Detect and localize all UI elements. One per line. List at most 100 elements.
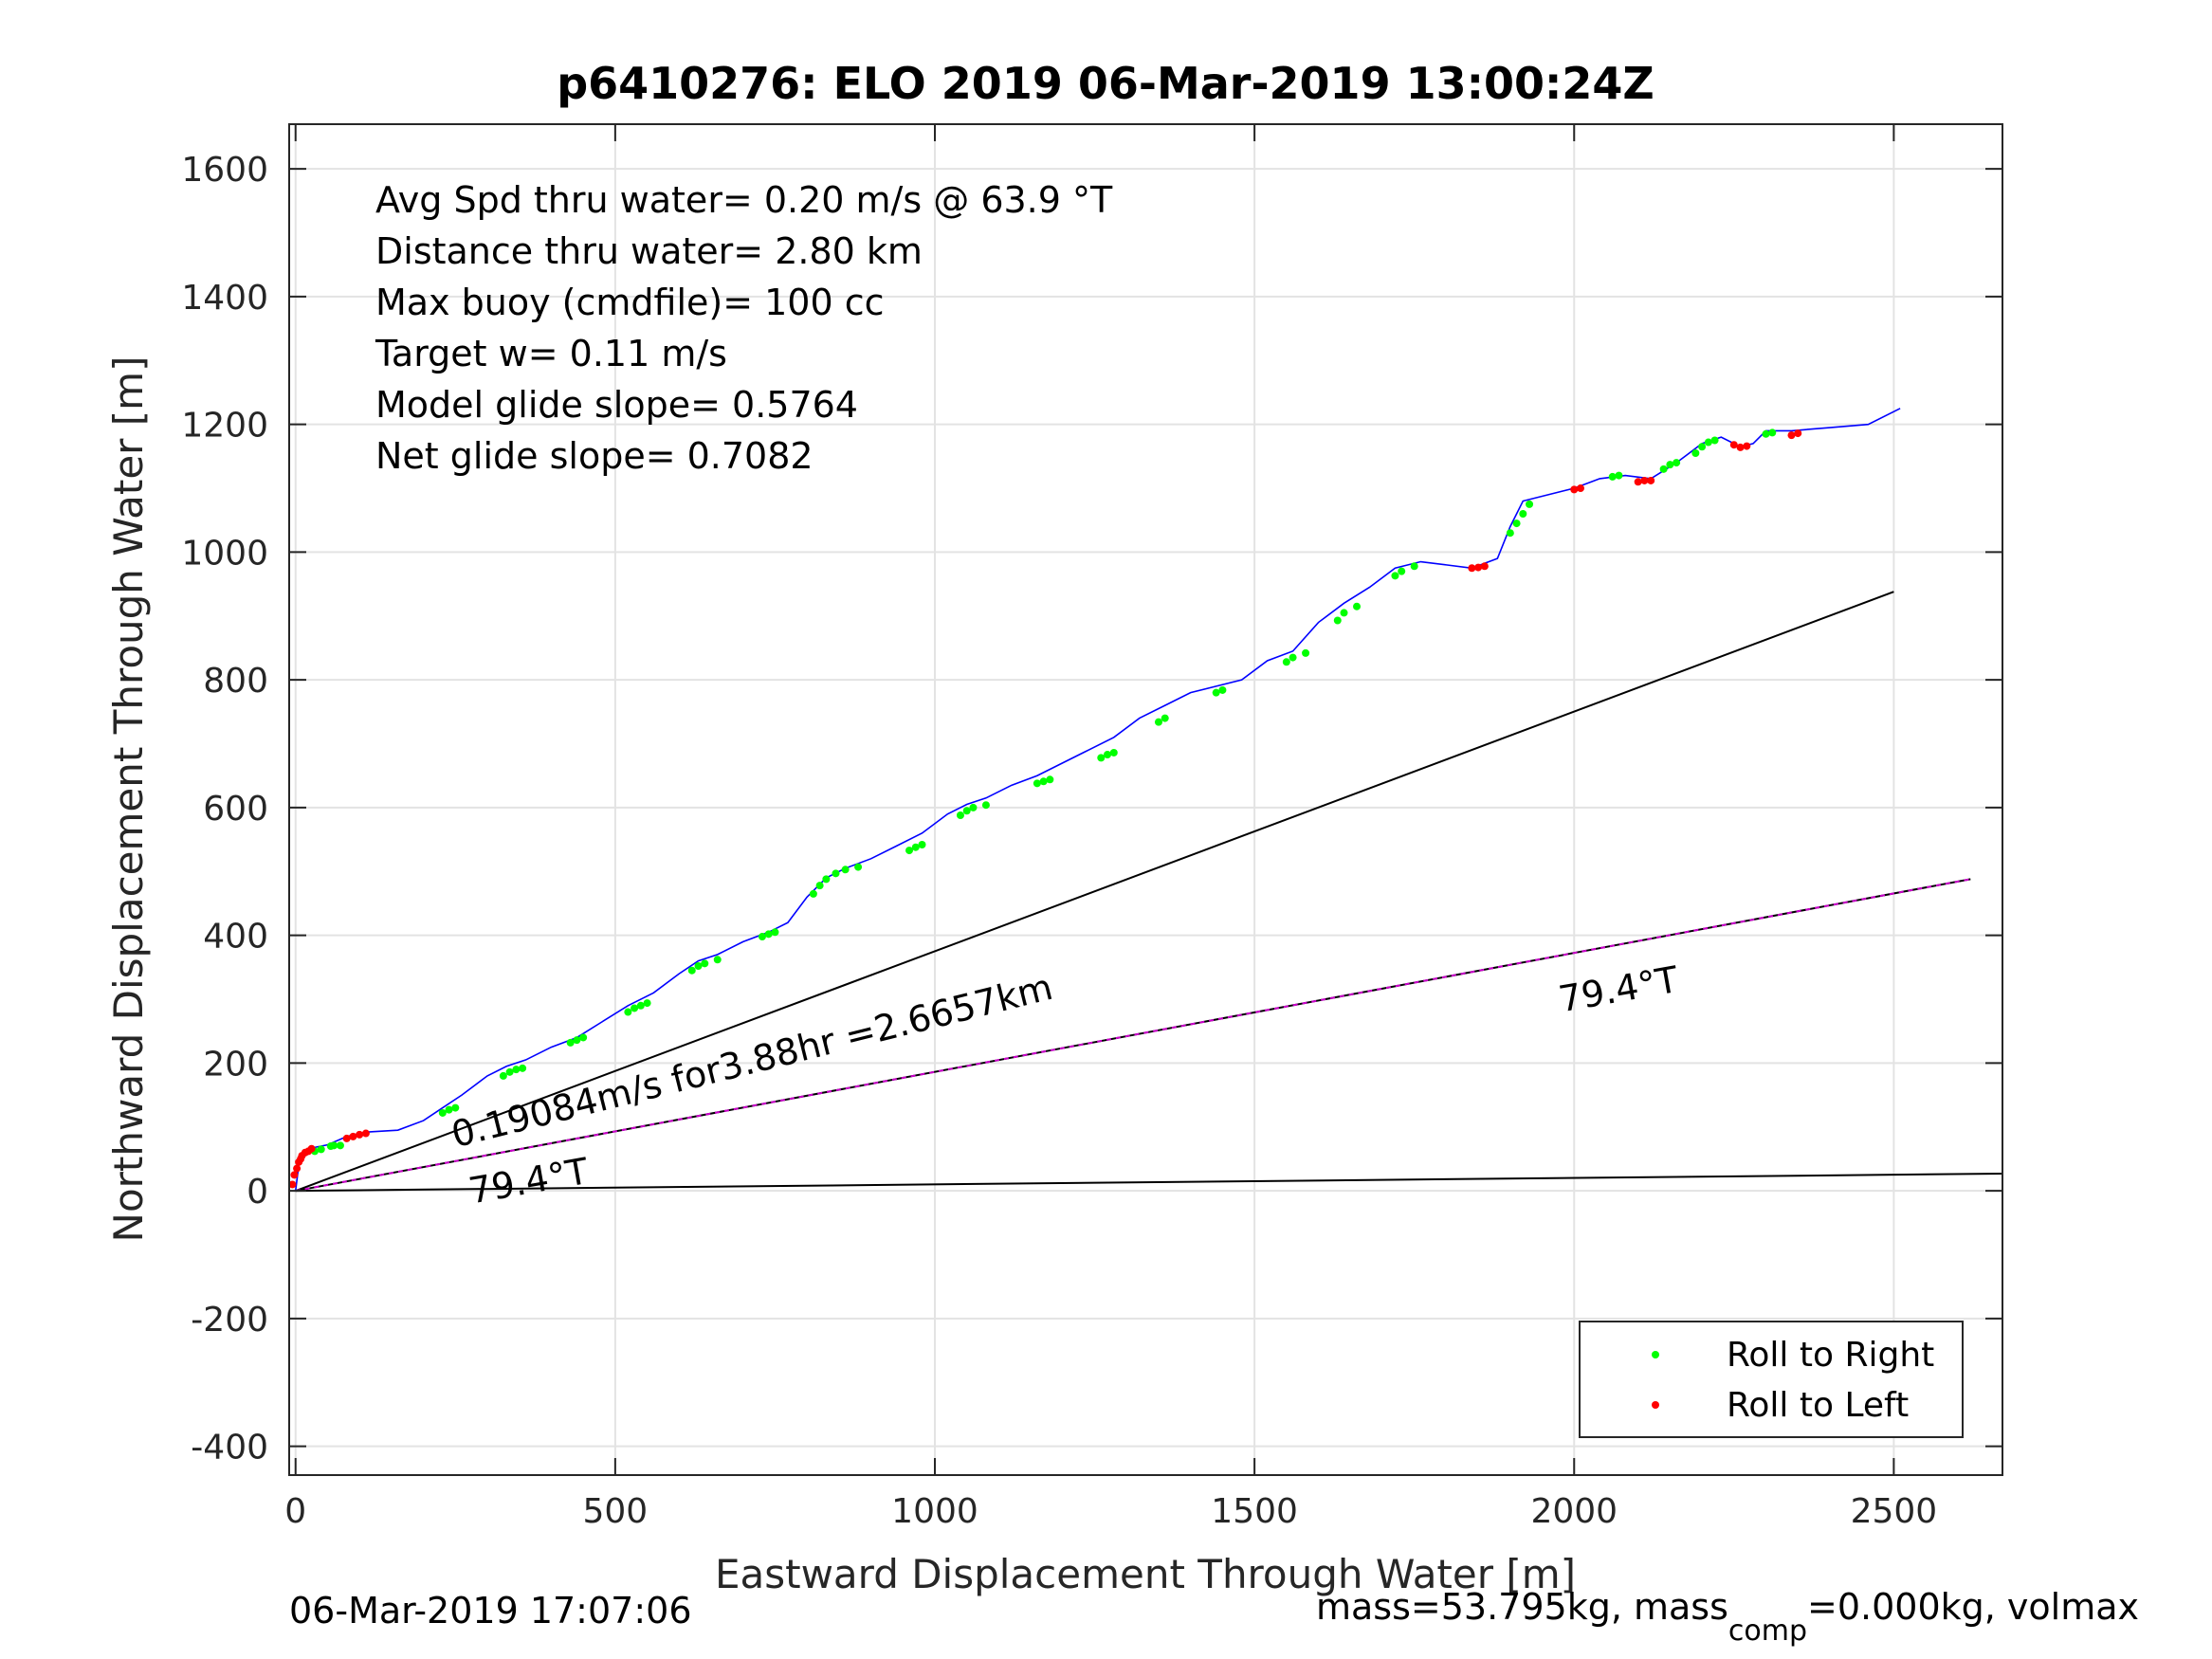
roll-right-point: [1519, 509, 1527, 518]
roll-right-point: [451, 1103, 460, 1112]
roll-right-point: [962, 807, 971, 815]
footer-mass-prefix: mass=53.795kg, mass: [1316, 1586, 1728, 1628]
roll-left-point: [1576, 484, 1584, 493]
info-line: Model glide slope= 0.5764: [375, 384, 858, 426]
roll-right-point: [1698, 443, 1707, 451]
roll-right-point: [512, 1066, 521, 1074]
roll-left-point: [1640, 476, 1649, 484]
roll-right-point: [1512, 520, 1521, 528]
roll-right-point: [1673, 459, 1681, 467]
roll-left-point: [356, 1130, 364, 1139]
roll-right-point: [438, 1108, 447, 1117]
plot-frame: [288, 123, 2003, 1476]
roll-right-point: [701, 959, 709, 968]
roll-right-point: [631, 1004, 639, 1012]
roll-left-point: [1794, 429, 1802, 438]
roll-right-point: [809, 889, 817, 898]
axis-ticks: 0 500 1000 1500 2000 2500 -400 -200 0 200 400 600 80…: [181, 124, 2002, 1531]
x-tick-label: 500: [583, 1492, 649, 1531]
roll-right-point: [822, 875, 831, 884]
roll-right-point: [1302, 648, 1310, 657]
reference-line-2: [295, 878, 1971, 1193]
roll-right-point: [1762, 429, 1770, 438]
roll-right-point: [643, 999, 651, 1008]
x-tick-label: 2500: [1851, 1492, 1938, 1531]
roll-right-point: [1615, 471, 1623, 480]
roll-right-point: [969, 803, 978, 811]
reference-lines: [295, 591, 2003, 1193]
roll-right-point: [624, 1008, 632, 1016]
roll-right-point: [1391, 572, 1399, 580]
roll-right-point: [1033, 779, 1041, 788]
y-tick-label: 1400: [181, 279, 268, 318]
roll-right-point: [1104, 751, 1112, 758]
roll-right-point: [579, 1033, 588, 1042]
roll-right-point: [1768, 428, 1777, 437]
roll-left-point: [1787, 431, 1796, 440]
roll-right-point: [981, 801, 990, 810]
roll-right-point: [636, 1001, 645, 1010]
x-tick-label: 1500: [1211, 1492, 1298, 1531]
roll-right-point: [1710, 436, 1719, 445]
roll-right-point: [1161, 714, 1169, 722]
roll-right-point: [317, 1145, 325, 1154]
roll-right-point: [505, 1067, 514, 1076]
roll-right-point: [1398, 567, 1406, 575]
y-tick-label: 600: [203, 790, 268, 829]
roll-right-point: [1340, 609, 1348, 617]
roll-right-point: [445, 1105, 453, 1114]
roll-right-point: [1666, 461, 1674, 469]
roll-right-point: [499, 1071, 507, 1080]
x-tick-label: 2000: [1530, 1492, 1618, 1531]
roll-left-point: [1743, 442, 1751, 450]
footer-mass: mass=53.795kg, masscomp=0.000kg, volmax: [1316, 1586, 2139, 1648]
roll-right-point: [573, 1036, 581, 1045]
roll-right-point: [1097, 754, 1106, 762]
footer-mass-sub: comp: [1728, 1614, 1807, 1648]
info-text: Avg Spd thru water= 0.20 m/s @ 63.9 °T Di…: [375, 179, 1113, 477]
roll-right-point: [694, 962, 703, 971]
roll-right-point: [1212, 688, 1220, 697]
roll-right-point: [687, 966, 696, 975]
roll-right-point: [841, 866, 850, 874]
roll-right-point: [1289, 653, 1297, 662]
roll-right-point: [1506, 529, 1514, 538]
roll-right-point: [854, 863, 863, 871]
roll-left-point: [1729, 441, 1738, 449]
roll-left-point: [1570, 485, 1579, 494]
footer-timestamp: 06-Mar-2019 17:07:06: [289, 1590, 692, 1632]
y-axis-label: Northward Displacement Through Water [m]: [105, 356, 152, 1243]
legend-marker-roll-left: [1652, 1401, 1659, 1409]
info-line: Net glide slope= 0.7082: [375, 435, 814, 477]
roll-right-point: [1154, 718, 1162, 726]
roll-right-point: [764, 930, 773, 939]
roll-right-point: [911, 843, 920, 851]
y-tick-label: -200: [191, 1301, 268, 1340]
roll-left-point: [307, 1144, 316, 1153]
roll-left-point: [342, 1134, 351, 1142]
roll-right-point: [1704, 438, 1712, 447]
reference-line-1: [295, 591, 1894, 1193]
roll-right-point: [1353, 602, 1362, 611]
y-tick-label: 1000: [181, 534, 268, 573]
roll-right-point: [832, 869, 840, 878]
roll-left-point: [349, 1132, 357, 1140]
roll-left-point: [361, 1129, 370, 1138]
legend-label-roll-left: Roll to Left: [1727, 1386, 1909, 1425]
legend: Roll to Right Roll to Left: [1579, 1321, 1964, 1438]
roll-left-point: [1480, 562, 1489, 571]
footer-mass-suffix: =0.000kg, volmax: [1807, 1586, 2139, 1628]
y-tick-label: 1200: [181, 407, 268, 446]
roll-points: [288, 428, 1802, 1189]
legend-box: [1579, 1321, 1964, 1438]
legend-marker-roll-right: [1652, 1351, 1659, 1358]
roll-right-point: [956, 811, 964, 820]
roll-right-point: [1608, 472, 1617, 481]
roll-right-point: [336, 1141, 344, 1150]
roll-left-point: [293, 1164, 302, 1173]
roll-left-point: [1647, 476, 1655, 484]
x-axis-label: Eastward Displacement Through Water [m]: [715, 1551, 1576, 1597]
roll-right-point: [519, 1064, 527, 1072]
roll-left-point: [1468, 564, 1476, 573]
